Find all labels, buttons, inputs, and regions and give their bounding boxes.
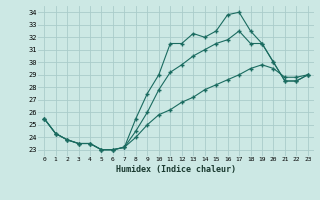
X-axis label: Humidex (Indice chaleur): Humidex (Indice chaleur) — [116, 165, 236, 174]
